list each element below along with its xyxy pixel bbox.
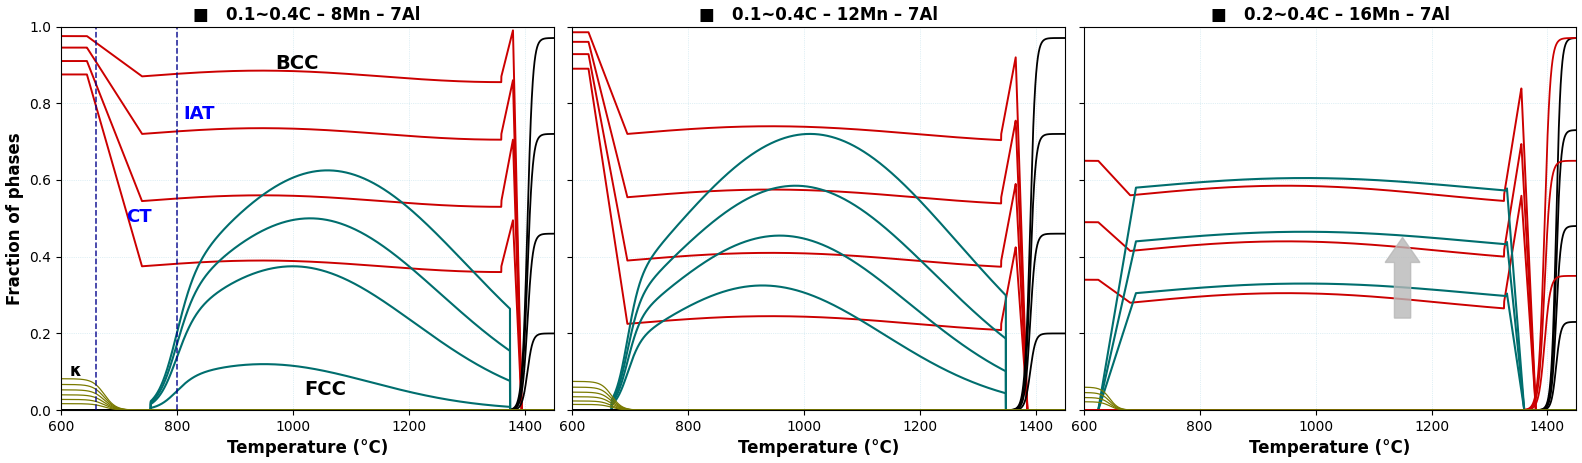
FancyArrow shape (1386, 238, 1421, 318)
Title: ■   0.1~0.4C – 12Mn – 7Al: ■ 0.1~0.4C – 12Mn – 7Al (699, 6, 938, 24)
Text: CT: CT (125, 208, 152, 226)
X-axis label: Temperature (°C): Temperature (°C) (1250, 439, 1411, 457)
Text: IAT: IAT (184, 105, 215, 123)
Title: ■   0.1~0.4C – 8Mn – 7Al: ■ 0.1~0.4C – 8Mn – 7Al (193, 6, 421, 24)
Y-axis label: Fraction of phases: Fraction of phases (6, 132, 24, 305)
Title: ■   0.2~0.4C – 16Mn – 7Al: ■ 0.2~0.4C – 16Mn – 7Al (1210, 6, 1449, 24)
Text: FCC: FCC (304, 380, 346, 399)
Text: κ: κ (70, 362, 82, 380)
Text: BCC: BCC (275, 54, 320, 73)
X-axis label: Temperature (°C): Temperature (°C) (226, 439, 388, 457)
X-axis label: Temperature (°C): Temperature (°C) (739, 439, 899, 457)
